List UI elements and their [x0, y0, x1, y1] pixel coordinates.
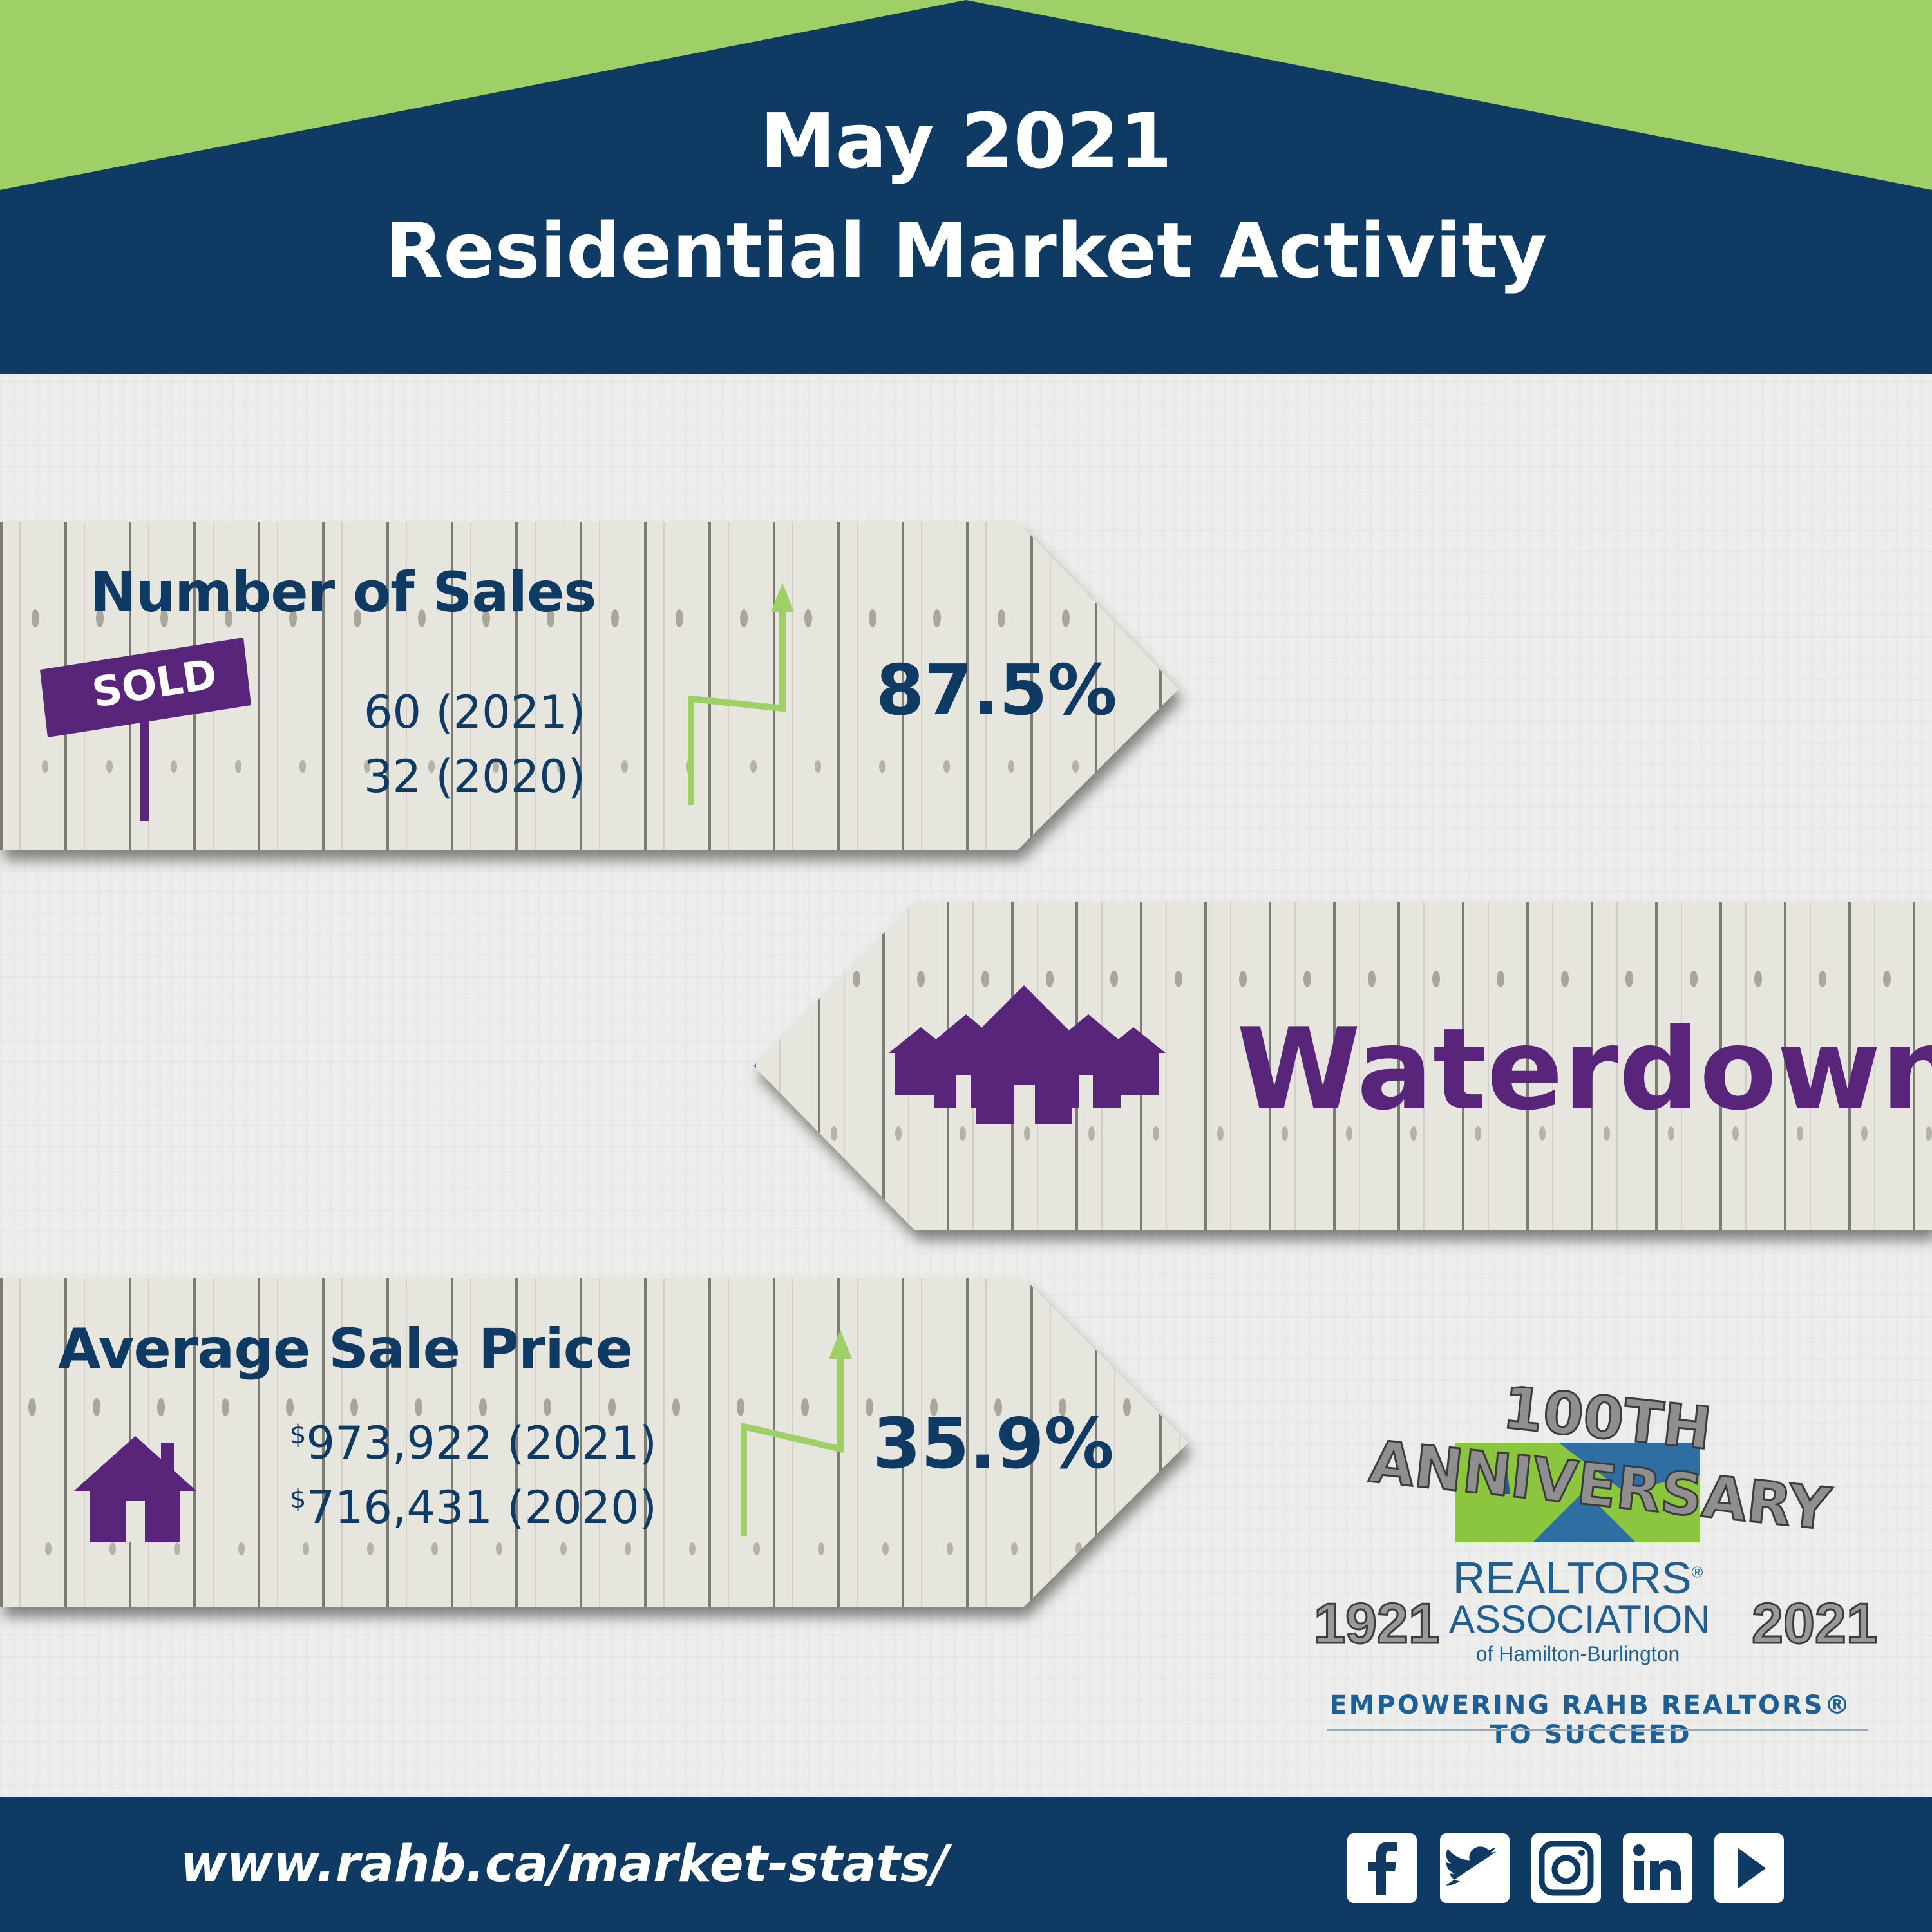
youtube-icon[interactable]	[1714, 1833, 1784, 1903]
logo-name-line2: ASSOCIATION	[1449, 1598, 1710, 1641]
location-sign-board	[753, 902, 1932, 1230]
logo-tagline: EMPOWERING RAHB REALTORS® TO SUCCEED	[1329, 1690, 1852, 1750]
logo-year-start: 1921	[1313, 1591, 1441, 1656]
sales-value-2020: 32 (2020)	[364, 750, 586, 803]
logo-name-line3: of Hamilton-Burlington	[1475, 1642, 1680, 1665]
sold-sign-icon	[40, 638, 251, 821]
instagram-icon[interactable]	[1531, 1833, 1601, 1903]
price-heading: Average Sale Price	[58, 1317, 633, 1381]
trend-up-arrow-icon	[741, 1330, 852, 1536]
sales-value-2021: 60 (2021)	[364, 686, 586, 739]
sales-heading: Number of Sales	[90, 560, 596, 625]
currency-symbol: $	[290, 1484, 307, 1514]
price-sign-board	[0, 1278, 1188, 1607]
price-2020-text: 716,431 (2020)	[306, 1481, 657, 1534]
rahb-anniversary-logo: 100TH ANNIVERSARY 1921 2021 REALTORS® AS…	[1288, 1373, 1887, 1750]
sales-change-percent: 87.5%	[876, 650, 1117, 731]
twitter-icon[interactable]	[1440, 1833, 1510, 1903]
facebook-icon[interactable]	[1347, 1833, 1417, 1903]
rahb-logo-mark	[1455, 1443, 1700, 1542]
report-month: May 2021	[760, 97, 1172, 185]
header-roof-shape	[0, 0, 1932, 374]
house-icon	[74, 1436, 196, 1542]
price-change-percent: 35.9%	[873, 1404, 1114, 1484]
footer-bar: www.rahb.ca/market-stats/	[0, 1797, 1932, 1932]
sales-sign: SOLD Number of Sales 60 (2021) 32 (2020)…	[0, 522, 1185, 857]
logo-year-end: 2021	[1751, 1591, 1879, 1656]
location-sign: Waterdown	[753, 902, 1932, 1236]
sales-sign-board	[0, 522, 1179, 850]
price-2021-text: 973,922 (2021)	[306, 1417, 657, 1470]
website-link[interactable]: www.rahb.ca/market-stats/	[180, 1835, 949, 1893]
report-title: Residential Market Activity	[384, 206, 1548, 295]
price-value-2021: $973,922 (2021)	[290, 1417, 657, 1470]
currency-symbol: $	[290, 1420, 307, 1450]
linkedin-icon[interactable]	[1623, 1833, 1692, 1903]
header-banner: May 2021 Residential Market Activity	[0, 0, 1932, 374]
location-name: Waterdown	[1236, 1005, 1932, 1135]
price-value-2020: $716,431 (2020)	[290, 1481, 657, 1534]
price-sign: Average Sale Price $973,922 (2021) $716,…	[0, 1278, 1198, 1613]
logo-divider	[1327, 1729, 1868, 1731]
houses-icon	[889, 985, 1166, 1124]
trend-up-arrow-icon	[688, 583, 794, 805]
logo-name-line1: REALTORS®	[1452, 1553, 1703, 1603]
